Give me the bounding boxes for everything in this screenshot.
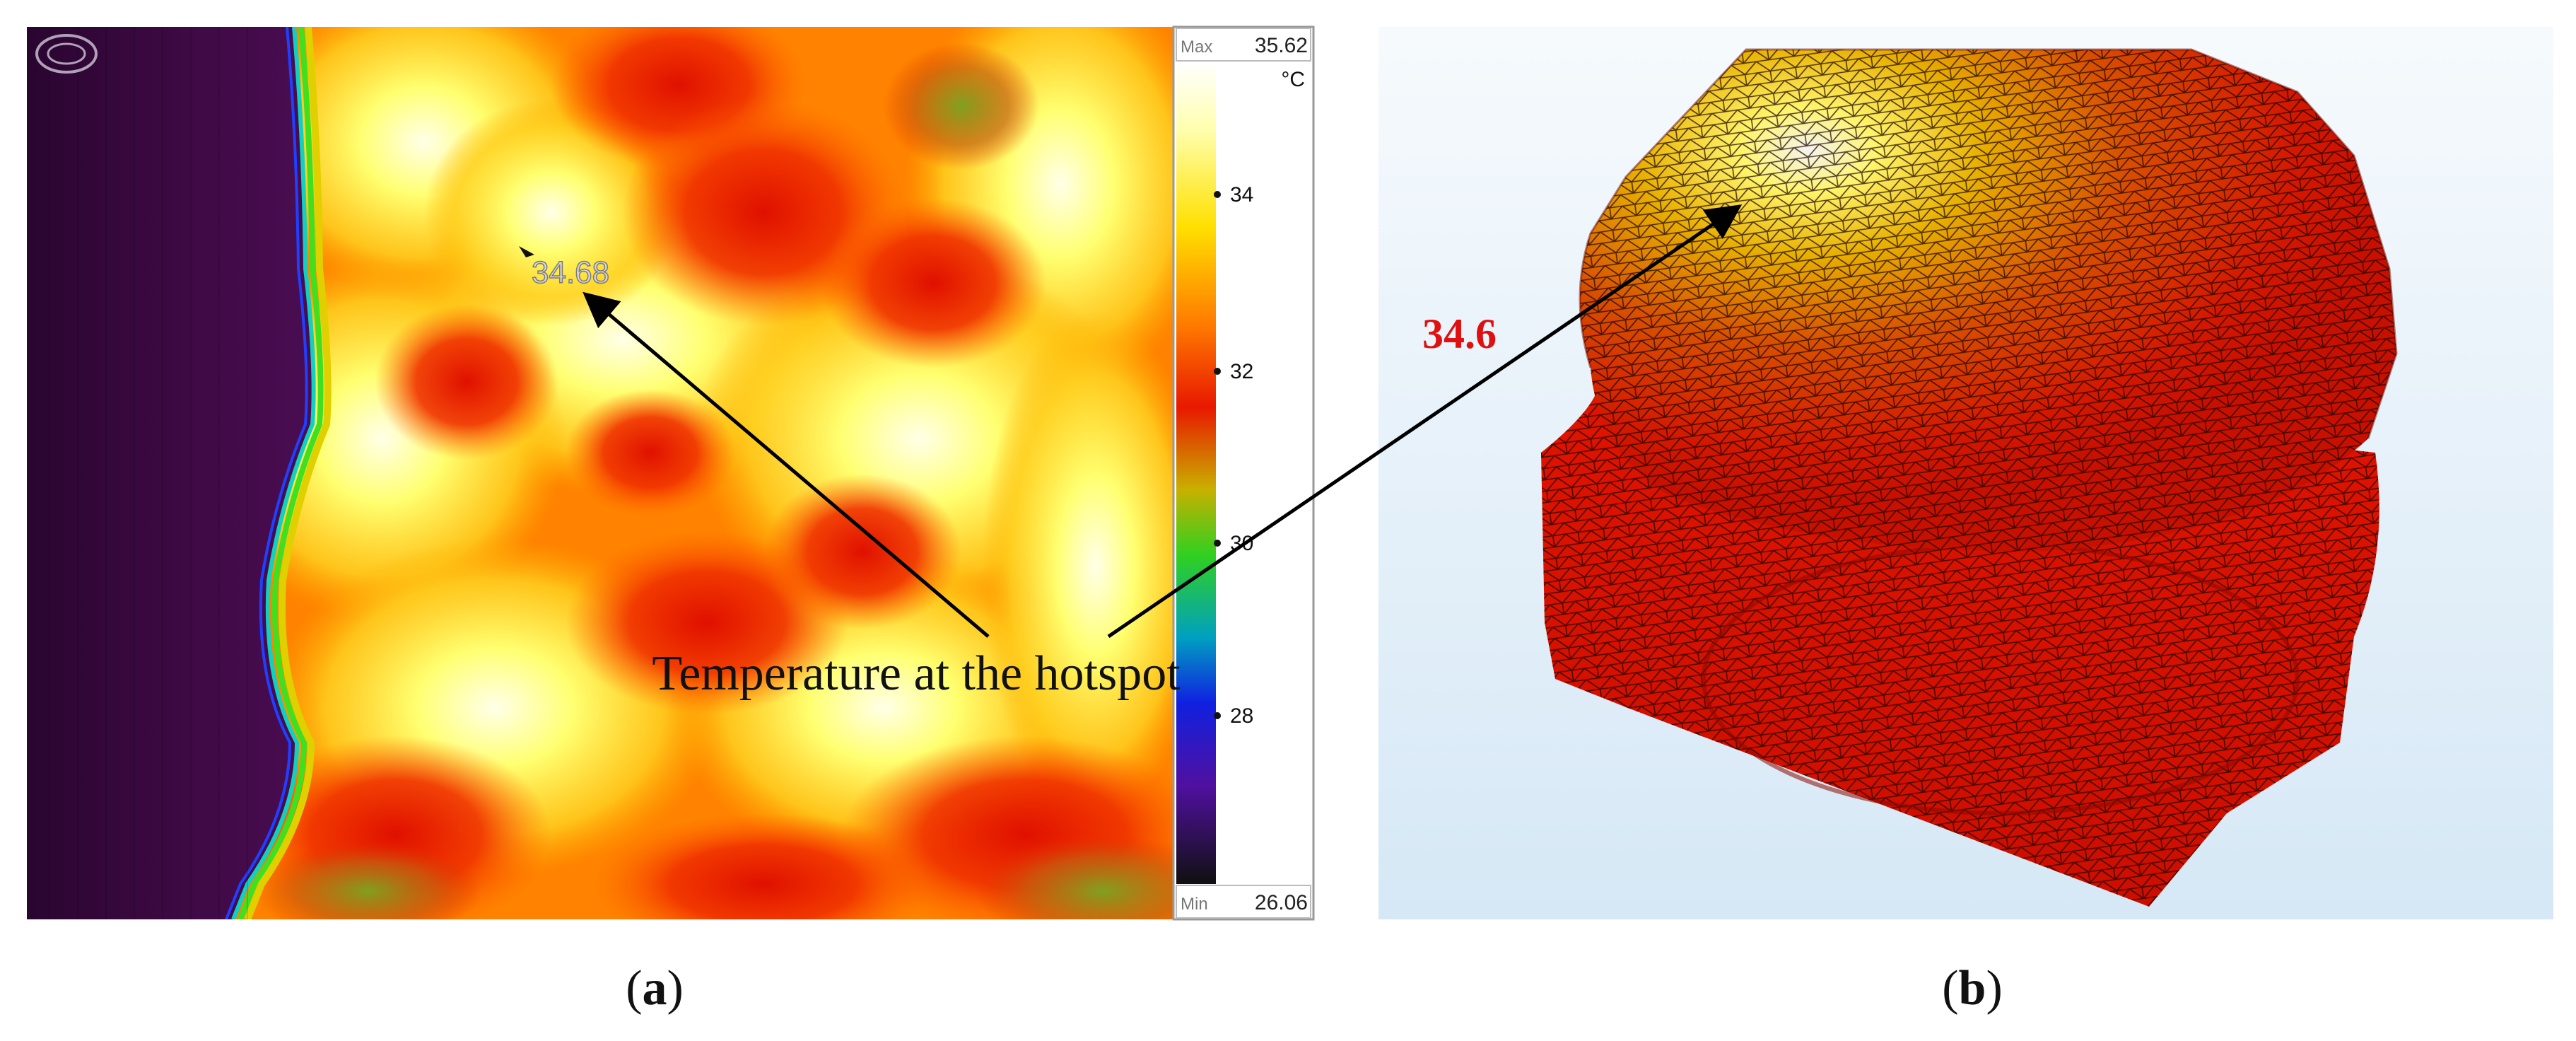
hotspot-marker-icon bbox=[519, 246, 534, 257]
model-hotspot-value: 34.6 bbox=[1422, 310, 1497, 357]
model-panel: 34.6 bbox=[1378, 27, 2553, 919]
hotspot-annotation: Temperature at the hotspot bbox=[652, 646, 1181, 701]
scale-tick-28: 28 bbox=[1230, 704, 1253, 728]
scale-max-label: Max bbox=[1181, 37, 1212, 57]
panel-b-label: (b) bbox=[1942, 961, 2003, 1016]
annotation-arrows bbox=[582, 204, 1743, 639]
arrow-to-thermogram bbox=[582, 291, 990, 638]
thermal-image bbox=[27, 27, 1173, 919]
panel-a-label: (a) bbox=[626, 961, 684, 1016]
camera-logo-icon bbox=[35, 34, 98, 74]
hotspot-reading: 34.68 bbox=[532, 255, 609, 290]
color-scale: Max 35.62 °C 34 32 30 28 Min 26.06 bbox=[1172, 25, 1315, 921]
scale-min-label: Min bbox=[1181, 895, 1208, 914]
scanlines bbox=[49, 27, 248, 919]
scale-tick-32: 32 bbox=[1230, 360, 1253, 383]
scale-tick-34: 34 bbox=[1230, 183, 1253, 207]
scale-max-value: 35.62 bbox=[1255, 34, 1308, 57]
arrow-to-model bbox=[1107, 204, 1743, 639]
scale-unit: °C bbox=[1281, 68, 1305, 91]
thermogram-panel: 34.68 Max 35.62 °C 34 32 30 28 Min 26.06 bbox=[27, 25, 1315, 921]
scale-min-value: 26.06 bbox=[1255, 891, 1308, 914]
